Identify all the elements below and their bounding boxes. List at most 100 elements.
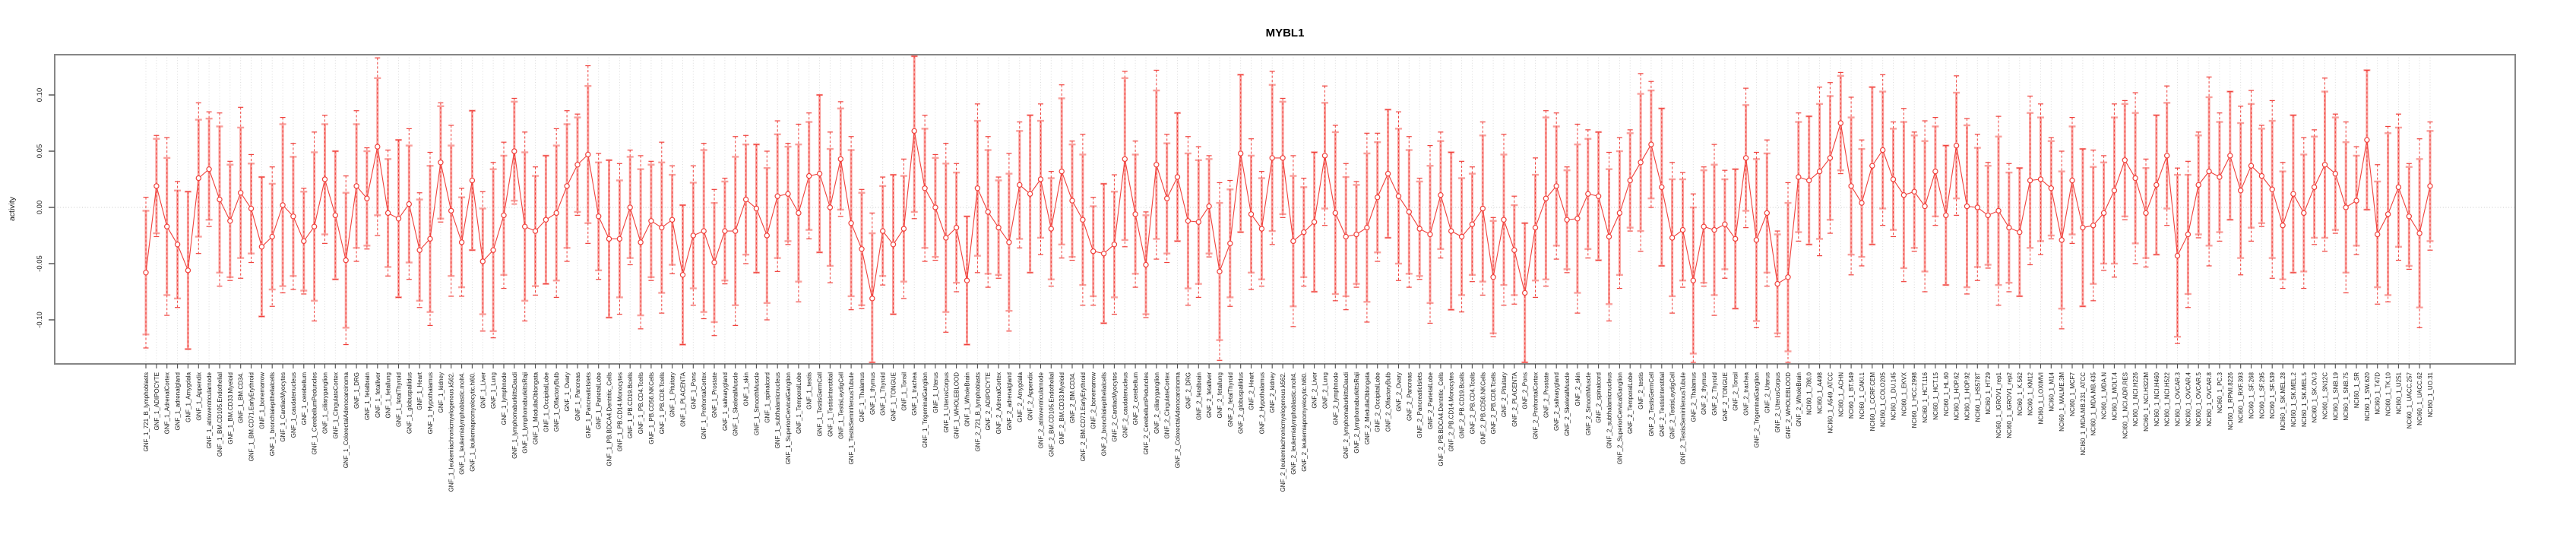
data-point: [1848, 183, 1854, 189]
data-point: [1869, 163, 1875, 169]
data-point: [1827, 155, 1834, 161]
x-tick-label: GNF_1_Pancreas: [574, 372, 581, 421]
data-point: [332, 212, 338, 219]
error-bar-outer: [364, 147, 370, 250]
x-tick-label: NCI60_1_A498: [1817, 372, 1824, 413]
x-tick-label: GNF_2_Pons: [1522, 372, 1529, 409]
data-point: [1943, 212, 1949, 219]
error-bar-outer: [248, 153, 255, 264]
error-bar-outer: [974, 103, 980, 274]
x-tick-label: GNF_2_721_B_lymphoblasts: [974, 372, 981, 452]
data-point: [1511, 247, 1517, 253]
x-tick-label: NCI60_1_MDA.N: [2101, 372, 2108, 419]
data-point: [2385, 211, 2391, 217]
x-tick-label: GNF_1_PancreaticIslets: [585, 372, 592, 438]
data-point: [574, 162, 581, 168]
data-point: [1301, 229, 1307, 236]
data-point: [796, 210, 802, 217]
data-point: [2080, 224, 2086, 231]
data-point: [258, 244, 265, 250]
x-tick-label: NCI60_1_CAKI.1: [1859, 372, 1866, 419]
data-point: [1069, 198, 1075, 204]
data-point: [1248, 211, 1255, 217]
data-point: [353, 183, 359, 189]
x-tick-label: NCI60_1_HOP.62: [1954, 372, 1960, 420]
y-axis-ticks: [49, 94, 55, 321]
x-tick-label: GNF_1_CardiacMyocytes: [280, 372, 286, 442]
data-point: [2185, 231, 2191, 238]
x-tick-label: NCI60_1_K.562: [2017, 372, 2024, 415]
x-tick-label: GNF_2_TemporalLobe: [1627, 372, 1634, 433]
data-point: [1143, 261, 1149, 268]
x-tick-label: NCI60_1_M14: [2048, 372, 2055, 411]
x-tick-label: NCI60_1_SK.MEL.5: [2301, 372, 2308, 427]
error-bar-outer: [1848, 96, 1854, 276]
x-tick-label: GNF_1_BM.CD105.Endothelial: [217, 372, 223, 457]
data-point: [206, 166, 212, 172]
data-point: [585, 151, 591, 158]
y-tick-label: -0.05: [36, 255, 44, 272]
x-tick-label: GNF_1_Pituitary: [669, 372, 676, 417]
data-point: [2374, 231, 2381, 238]
x-tick-label: GNF_2_kidney: [1269, 372, 1276, 413]
data-point: [1564, 217, 1570, 223]
x-tick-label: GNF_1_SuperiorCervicalGanglion: [785, 372, 792, 464]
data-point: [1132, 211, 1138, 217]
data-point: [416, 247, 422, 253]
data-point: [2132, 175, 2138, 182]
error-bar-outer: [2027, 95, 2033, 266]
data-point: [911, 128, 917, 134]
x-tick-label: NCI60_1_HOP.92: [1964, 372, 1971, 420]
error-bar-outer: [2258, 125, 2264, 227]
data-point: [1174, 174, 1181, 180]
x-tick-label: GNF_2_globuspallidus: [1238, 372, 1245, 434]
error-bar-outer: [1669, 162, 1676, 314]
error-bar-outer: [143, 197, 149, 349]
x-tick-label: GNF_1_CingulateCortex: [332, 372, 339, 439]
error-bar-outer: [806, 112, 812, 240]
data-point: [1185, 218, 1191, 224]
x-tick-label: NCI60_1_CCRF.CEM: [1869, 372, 1876, 432]
error-bar-outer: [2248, 90, 2255, 242]
x-tick-label: NCI60_1_LOXIMVI: [2038, 372, 2045, 424]
error-bar-outer: [1037, 103, 1043, 255]
data-point: [1627, 177, 1633, 184]
data-point: [2321, 162, 2328, 168]
data-point: [1353, 231, 1359, 238]
error-bar-outer: [985, 136, 991, 288]
data-point: [1837, 120, 1843, 126]
error-bar-outer: [406, 128, 412, 280]
data-point: [1469, 221, 1476, 227]
x-tick-label: GNF_1_OlfactoryBulb: [553, 372, 560, 432]
data-point: [722, 228, 728, 234]
data-point: [1237, 150, 1244, 157]
data-point: [1163, 195, 1170, 201]
x-tick-label: GNF_2_Hypothalamus: [1258, 372, 1265, 434]
x-tick-label: GNF_1_PrefrontalCortex: [701, 372, 707, 439]
x-tick-label: GNF_1_ColorectalAdenocarcinoma: [343, 372, 350, 468]
data-point: [395, 216, 402, 222]
x-tick-label: NCI60_1_COLO205: [1880, 372, 1887, 427]
x-tick-label: GNF_2_TrigeminalGanglion: [1753, 372, 1760, 447]
x-tick-label: GNF_1_atrioventricularnode: [206, 372, 213, 448]
x-tick-label: GNF_1_leukemiapromyelocytic.hl60.: [469, 372, 476, 472]
data-point: [458, 239, 465, 245]
data-point: [1154, 162, 1160, 168]
data-point: [2143, 210, 2149, 217]
error-bar-outer: [459, 188, 465, 297]
error-bar-outer: [553, 128, 559, 298]
plot-border: [54, 54, 2516, 365]
data-point: [343, 257, 349, 264]
error-bar-outer: [1301, 177, 1307, 287]
data-point: [1521, 289, 1528, 296]
data-point: [2217, 174, 2223, 180]
data-point: [1490, 274, 1496, 280]
x-tick-label: GNF_1_leukemiachronicmyelogenous.k562.: [448, 372, 455, 492]
error-bar-outer: [1416, 177, 1422, 280]
error-bar-outer: [164, 137, 170, 316]
data-point: [174, 242, 181, 248]
data-point: [1543, 195, 1549, 201]
data-point: [490, 247, 496, 253]
x-tick-label: GNF_2_CerebellumPeduncles: [1143, 372, 1150, 455]
